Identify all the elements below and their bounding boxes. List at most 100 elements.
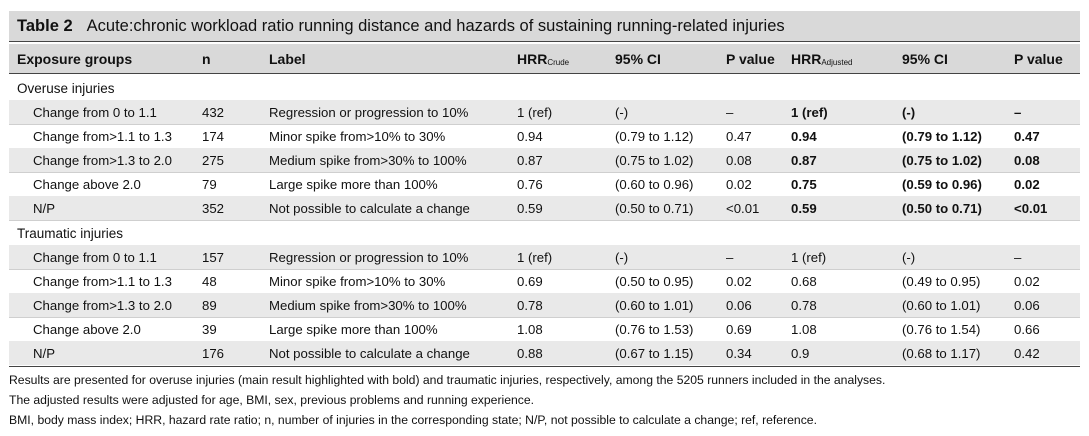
cell-n: 39: [202, 321, 217, 337]
header-p-adjusted: P value: [1014, 50, 1063, 67]
header-ci-adjusted: 95% CI: [902, 50, 948, 67]
cell-ci-crude: (0.67 to 1.15): [615, 345, 694, 361]
cell-label: Minor spike from>10% to 30%: [269, 273, 446, 289]
header-label: Label: [269, 50, 306, 67]
cell-p-crude: 0.08: [726, 152, 752, 168]
cell-hrr-adjusted: 1.08: [791, 321, 817, 337]
table-row: Change from 0 to 1.1 157 Regression or p…: [9, 245, 1080, 270]
header-ci-crude: 95% CI: [615, 50, 661, 67]
cell-label: Medium spike from>30% to 100%: [269, 297, 467, 313]
cell-ci-crude: (-): [615, 249, 629, 265]
cell-p-crude: 0.34: [726, 345, 752, 361]
cell-p-adjusted: 0.06: [1014, 297, 1040, 313]
cell-exposure-group: Change above 2.0: [33, 176, 141, 192]
header-n: n: [202, 50, 211, 67]
cell-p-adjusted: –: [1014, 104, 1022, 120]
cell-p-adjusted: 0.02: [1014, 176, 1040, 192]
cell-hrr-adjusted: 0.59: [791, 200, 817, 216]
cell-n: 432: [202, 104, 225, 120]
cell-hrr-adjusted: 0.78: [791, 297, 817, 313]
cell-ci-adjusted: (-): [902, 104, 916, 120]
cell-p-adjusted: <0.01: [1014, 200, 1048, 216]
cell-hrr-adjusted: 0.87: [791, 152, 817, 168]
table-row: Change from>1.1 to 1.3 48 Minor spike fr…: [9, 269, 1080, 294]
header-exposure-groups: Exposure groups: [17, 50, 133, 67]
cell-hrr-crude: 0.69: [517, 273, 543, 289]
cell-hrr-crude: 1 (ref): [517, 249, 553, 265]
cell-exposure-group: N/P: [33, 200, 55, 216]
cell-p-adjusted: 0.47: [1014, 128, 1040, 144]
cell-n: 48: [202, 273, 217, 289]
header-hrr-adjusted-main: HRR: [791, 50, 822, 67]
cell-p-crude: 0.47: [726, 128, 752, 144]
cell-ci-crude: (0.76 to 1.53): [615, 321, 694, 337]
cell-p-crude: –: [726, 249, 734, 265]
cell-label: Not possible to calculate a change: [269, 200, 470, 216]
cell-p-crude: 0.02: [726, 176, 752, 192]
footnote: The adjusted results were adjusted for a…: [9, 393, 535, 407]
cell-n: 89: [202, 297, 217, 313]
cell-n: 352: [202, 200, 225, 216]
table-header-row: Exposure groups n Label HRR Crude 95% CI …: [9, 44, 1080, 73]
cell-label: Large spike more than 100%: [269, 176, 438, 192]
cell-label: Minor spike from>10% to 30%: [269, 128, 446, 144]
cell-ci-crude: (0.60 to 1.01): [615, 297, 694, 313]
cell-exposure-group: Change above 2.0: [33, 321, 141, 337]
cell-ci-adjusted: (0.79 to 1.12): [902, 128, 982, 144]
table-row: Change from 0 to 1.1 432 Regression or p…: [9, 100, 1080, 125]
cell-hrr-crude: 1 (ref): [517, 104, 553, 120]
table-row: Change above 2.0 79 Large spike more tha…: [9, 172, 1080, 197]
cell-ci-crude: (-): [615, 104, 629, 120]
cell-label: Regression or progression to 10%: [269, 249, 469, 265]
cell-ci-adjusted: (0.68 to 1.17): [902, 345, 981, 361]
cell-hrr-crude: 0.87: [517, 152, 543, 168]
cell-n: 174: [202, 128, 225, 144]
header-hrr-crude-main: HRR: [517, 50, 548, 67]
cell-ci-adjusted: (0.59 to 0.96): [902, 176, 982, 192]
cell-n: 176: [202, 345, 225, 361]
cell-p-crude: 0.06: [726, 297, 752, 313]
cell-ci-adjusted: (0.60 to 1.01): [902, 297, 981, 313]
header-hrr-adjusted: HRR Adjusted: [791, 44, 852, 73]
cell-exposure-group: Change from>1.1 to 1.3: [33, 128, 172, 144]
cell-p-adjusted: 0.66: [1014, 321, 1040, 337]
table-title-bar: Table 2 Acute:chronic workload ratio run…: [9, 11, 1080, 41]
cell-label: Medium spike from>30% to 100%: [269, 152, 467, 168]
cell-p-crude: 0.69: [726, 321, 752, 337]
cell-p-crude: <0.01: [726, 200, 760, 216]
cell-exposure-group: Change from>1.1 to 1.3: [33, 273, 172, 289]
cell-p-adjusted: 0.42: [1014, 345, 1040, 361]
cell-hrr-crude: 0.94: [517, 128, 543, 144]
cell-ci-crude: (0.75 to 1.02): [615, 152, 694, 168]
cell-hrr-crude: 1.08: [517, 321, 543, 337]
table-bottom-rule: [9, 366, 1080, 367]
cell-exposure-group: Change from>1.3 to 2.0: [33, 152, 172, 168]
table-number: Table 2: [17, 16, 73, 35]
cell-hrr-adjusted: 0.94: [791, 128, 817, 144]
cell-label: Large spike more than 100%: [269, 321, 438, 337]
cell-n: 79: [202, 176, 217, 192]
title-divider: [9, 41, 1080, 42]
cell-exposure-group: Change from>1.3 to 2.0: [33, 297, 172, 313]
section-heading-traumatic: Traumatic injuries: [17, 225, 124, 241]
cell-p-crude: –: [726, 104, 734, 120]
table-row: Change above 2.0 39 Large spike more tha…: [9, 317, 1080, 342]
cell-ci-crude: (0.79 to 1.12): [615, 128, 694, 144]
cell-exposure-group: N/P: [33, 345, 55, 361]
table-row: N/P 352 Not possible to calculate a chan…: [9, 196, 1080, 221]
table-caption: Acute:chronic workload ratio running dis…: [86, 16, 785, 35]
cell-p-adjusted: 0.08: [1014, 152, 1040, 168]
cell-p-adjusted: 0.02: [1014, 273, 1040, 289]
cell-hrr-adjusted: 0.9: [791, 345, 810, 361]
cell-ci-adjusted: (0.75 to 1.02): [902, 152, 982, 168]
header-hrr-crude-sub: Crude: [547, 58, 570, 67]
cell-hrr-adjusted: 0.75: [791, 176, 817, 192]
cell-ci-crude: (0.50 to 0.95): [615, 273, 694, 289]
cell-hrr-crude: 0.59: [517, 200, 543, 216]
cell-n: 157: [202, 249, 225, 265]
cell-p-adjusted: –: [1014, 249, 1022, 265]
table-row: Change from>1.1 to 1.3 174 Minor spike f…: [9, 124, 1080, 149]
table-row: Change from>1.3 to 2.0 275 Medium spike …: [9, 148, 1080, 173]
header-hrr-adjusted-sub: Adjusted: [821, 58, 853, 67]
